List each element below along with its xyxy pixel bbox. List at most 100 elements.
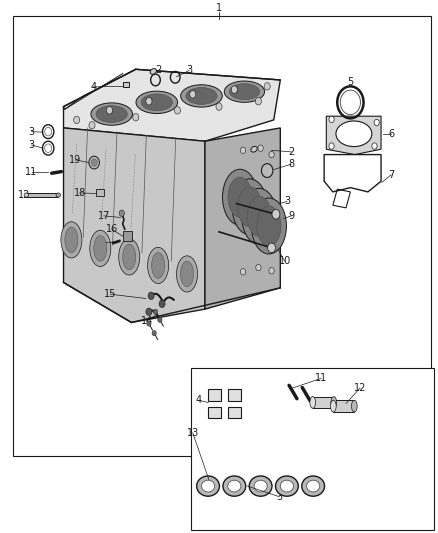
Circle shape — [264, 83, 270, 90]
Ellipse shape — [302, 476, 325, 496]
Ellipse shape — [201, 480, 215, 492]
Circle shape — [240, 269, 246, 275]
Bar — [96, 189, 104, 196]
Ellipse shape — [331, 397, 337, 408]
Ellipse shape — [276, 476, 298, 496]
Text: 3: 3 — [276, 492, 283, 502]
Circle shape — [240, 147, 246, 154]
Ellipse shape — [254, 480, 267, 492]
Circle shape — [152, 330, 156, 336]
Text: 3: 3 — [186, 66, 192, 75]
Circle shape — [269, 151, 274, 158]
Text: 5: 5 — [347, 77, 353, 87]
Ellipse shape — [307, 480, 320, 492]
Text: 7: 7 — [388, 170, 394, 180]
Ellipse shape — [148, 247, 169, 284]
Bar — [13, 16, 431, 456]
Circle shape — [329, 143, 334, 149]
Ellipse shape — [94, 236, 107, 261]
Circle shape — [153, 309, 158, 314]
Ellipse shape — [280, 480, 293, 492]
Ellipse shape — [223, 476, 246, 496]
Ellipse shape — [242, 189, 277, 245]
Text: 2: 2 — [288, 147, 294, 157]
Ellipse shape — [330, 400, 336, 412]
Circle shape — [148, 292, 154, 300]
Text: 2: 2 — [155, 66, 162, 75]
Circle shape — [119, 210, 124, 216]
Ellipse shape — [237, 187, 262, 227]
Ellipse shape — [136, 91, 178, 114]
Text: 11: 11 — [25, 167, 38, 177]
Circle shape — [89, 122, 95, 129]
Circle shape — [272, 209, 280, 219]
Ellipse shape — [177, 256, 198, 292]
Ellipse shape — [223, 169, 258, 225]
Text: 4: 4 — [195, 395, 201, 405]
Ellipse shape — [61, 222, 82, 258]
Circle shape — [106, 107, 113, 114]
Ellipse shape — [119, 239, 140, 275]
Ellipse shape — [91, 103, 132, 125]
Ellipse shape — [228, 177, 252, 217]
Circle shape — [372, 143, 377, 149]
Ellipse shape — [180, 85, 223, 107]
Bar — [208, 407, 221, 418]
Ellipse shape — [232, 179, 267, 235]
Ellipse shape — [96, 106, 127, 123]
Polygon shape — [26, 193, 58, 197]
Polygon shape — [205, 128, 280, 309]
Text: 16: 16 — [106, 224, 118, 234]
Ellipse shape — [152, 253, 165, 278]
Text: 9: 9 — [288, 211, 294, 221]
Bar — [208, 389, 221, 401]
Bar — [123, 82, 129, 87]
Bar — [191, 368, 434, 530]
Bar — [228, 407, 241, 418]
Circle shape — [158, 317, 162, 322]
Ellipse shape — [230, 84, 259, 100]
Text: 3: 3 — [28, 140, 35, 150]
Polygon shape — [64, 128, 205, 322]
Text: 18: 18 — [74, 188, 86, 198]
Text: 12: 12 — [354, 383, 366, 393]
Polygon shape — [64, 69, 280, 141]
Circle shape — [231, 86, 237, 93]
Circle shape — [190, 91, 196, 98]
Text: 14: 14 — [141, 316, 153, 326]
Text: 10: 10 — [279, 256, 291, 266]
Bar — [313, 397, 334, 408]
Text: 3: 3 — [28, 127, 35, 136]
Text: 3: 3 — [284, 197, 290, 206]
Bar — [228, 389, 241, 401]
Ellipse shape — [141, 94, 173, 111]
Ellipse shape — [257, 206, 281, 246]
Ellipse shape — [56, 193, 60, 197]
Ellipse shape — [186, 87, 217, 104]
Circle shape — [91, 159, 97, 166]
Ellipse shape — [251, 198, 286, 254]
Circle shape — [133, 114, 139, 121]
Text: 11: 11 — [100, 238, 112, 247]
Ellipse shape — [310, 397, 315, 408]
Text: 17: 17 — [98, 211, 110, 221]
Circle shape — [89, 156, 99, 169]
Circle shape — [269, 268, 274, 274]
Text: 6: 6 — [388, 130, 394, 139]
Text: 8: 8 — [288, 159, 294, 169]
Circle shape — [147, 321, 151, 326]
Ellipse shape — [352, 400, 357, 412]
Ellipse shape — [150, 69, 156, 74]
Ellipse shape — [123, 244, 136, 270]
Circle shape — [261, 164, 273, 177]
Circle shape — [268, 243, 276, 253]
Ellipse shape — [249, 476, 272, 496]
Polygon shape — [326, 116, 381, 155]
Ellipse shape — [24, 193, 28, 197]
Ellipse shape — [251, 147, 257, 152]
Circle shape — [74, 116, 80, 124]
Text: 15: 15 — [104, 289, 117, 299]
Text: 12: 12 — [18, 190, 31, 199]
Circle shape — [216, 103, 222, 110]
Circle shape — [258, 145, 263, 151]
